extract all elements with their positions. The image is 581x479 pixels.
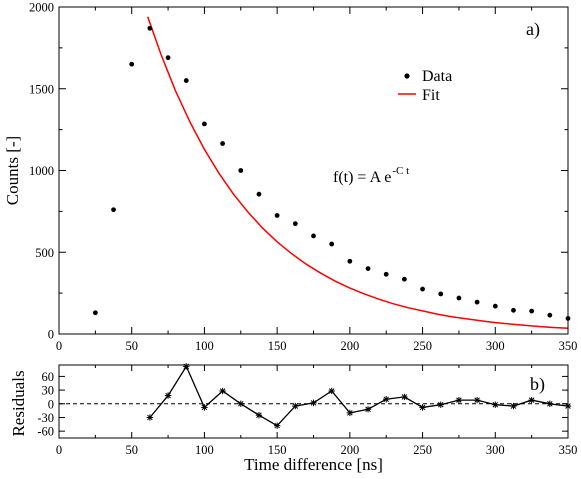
residual-point bbox=[401, 393, 408, 401]
legend-data-label: Data bbox=[422, 68, 452, 85]
residual-point bbox=[528, 396, 535, 404]
residuals-layer bbox=[146, 363, 572, 429]
legend-data-marker bbox=[404, 73, 410, 79]
x-tick-label: 300 bbox=[486, 443, 505, 457]
residual-point bbox=[273, 422, 281, 429]
data-point bbox=[256, 191, 262, 197]
data-point bbox=[129, 61, 135, 67]
x-tick-label: 100 bbox=[195, 339, 214, 353]
panel-a-frame bbox=[58, 6, 569, 335]
y-tick-label: 500 bbox=[35, 246, 54, 260]
residual-point bbox=[437, 401, 444, 408]
residuals-line bbox=[149, 365, 569, 427]
residual-point bbox=[255, 411, 263, 419]
y-tick-label: 2000 bbox=[29, 1, 54, 15]
data-point bbox=[147, 25, 153, 31]
data-point bbox=[329, 241, 335, 247]
x-tick-label: 250 bbox=[413, 443, 432, 457]
residual-point bbox=[473, 396, 481, 404]
x-tick-label: 200 bbox=[340, 339, 359, 353]
fit-curve bbox=[146, 16, 569, 330]
data-point bbox=[438, 291, 444, 297]
fit-formula: f(t) = A e-C t bbox=[333, 165, 409, 186]
residual-point bbox=[201, 404, 208, 411]
x-tick-label: 350 bbox=[559, 339, 578, 353]
data-point bbox=[383, 271, 389, 277]
residual-point bbox=[419, 404, 426, 411]
residual-point bbox=[546, 400, 554, 407]
data-point bbox=[347, 258, 353, 264]
x-axis-title: Time difference [ns] bbox=[244, 455, 383, 474]
data-point bbox=[492, 303, 498, 309]
x-tick-label: 50 bbox=[125, 443, 138, 457]
panel-a: 0 50 100 150 200 250 300 350 0 500 1000 1500 2000 Co… bbox=[3, 1, 577, 354]
fit-formula-exponent: -C t bbox=[392, 165, 409, 177]
x-tick-label: 0 bbox=[56, 339, 62, 353]
residual-point bbox=[237, 400, 244, 407]
fit-layer bbox=[146, 16, 569, 330]
panel-a-label: a) bbox=[526, 19, 540, 40]
y-tick-label: 1500 bbox=[29, 82, 54, 96]
residual-point bbox=[328, 387, 335, 395]
data-point bbox=[92, 310, 98, 316]
panel-a-ticks: 0 50 100 150 200 250 300 350 0 500 1000 1500 2000 bbox=[29, 1, 577, 354]
residual-point bbox=[146, 414, 154, 421]
fit-formula-base: f(t) = A e bbox=[333, 169, 391, 186]
data-point bbox=[311, 233, 316, 239]
residual-point bbox=[383, 396, 390, 403]
residual-point bbox=[164, 392, 172, 399]
data-point bbox=[220, 141, 226, 146]
data-point bbox=[274, 213, 280, 218]
residual-point bbox=[219, 387, 226, 395]
data-point bbox=[547, 312, 553, 318]
x-tick-label: 150 bbox=[268, 443, 287, 457]
x-tick-label: 0 bbox=[56, 443, 62, 457]
legend: Data Fit bbox=[398, 68, 452, 104]
x-tick-label: 200 bbox=[340, 443, 359, 457]
residual-point bbox=[364, 406, 372, 413]
y-tick-label: -30 bbox=[37, 411, 54, 425]
data-point bbox=[165, 55, 171, 61]
legend-fit-label: Fit bbox=[422, 87, 440, 104]
y-axis-title-counts: Counts [-] bbox=[3, 136, 22, 205]
data-point bbox=[420, 286, 425, 292]
x-tick-label: 250 bbox=[413, 339, 432, 353]
y-axis-title-residuals: Residuals bbox=[9, 370, 28, 436]
data-point bbox=[529, 308, 535, 314]
data-point bbox=[238, 168, 244, 173]
data-points-layer bbox=[92, 25, 571, 321]
residual-point bbox=[292, 402, 299, 410]
data-point bbox=[474, 299, 480, 305]
data-point bbox=[456, 295, 462, 301]
x-tick-label: 350 bbox=[559, 443, 578, 457]
y-tick-label: 1000 bbox=[29, 164, 54, 178]
residual-point bbox=[492, 401, 499, 408]
data-point bbox=[202, 121, 207, 127]
x-tick-label: 100 bbox=[195, 443, 214, 457]
panel-b-label: b) bbox=[530, 374, 545, 395]
residual-point bbox=[310, 399, 317, 407]
residual-point bbox=[183, 363, 190, 370]
residual-point bbox=[455, 396, 463, 404]
data-point bbox=[111, 207, 116, 213]
residual-point bbox=[510, 402, 517, 410]
y-tick-label: 0 bbox=[48, 397, 54, 411]
y-tick-label: -60 bbox=[37, 425, 54, 439]
residual-point bbox=[346, 409, 354, 417]
y-tick-label: 0 bbox=[48, 328, 54, 342]
x-tick-label: 300 bbox=[486, 339, 505, 353]
x-tick-label: 150 bbox=[268, 339, 287, 353]
y-tick-label: 30 bbox=[42, 384, 55, 398]
x-tick-label: 50 bbox=[125, 339, 138, 353]
y-tick-label: 60 bbox=[42, 370, 55, 384]
data-point bbox=[401, 276, 407, 282]
data-point bbox=[365, 266, 371, 271]
data-point bbox=[183, 78, 189, 83]
data-point bbox=[292, 221, 298, 227]
data-point bbox=[511, 307, 516, 313]
